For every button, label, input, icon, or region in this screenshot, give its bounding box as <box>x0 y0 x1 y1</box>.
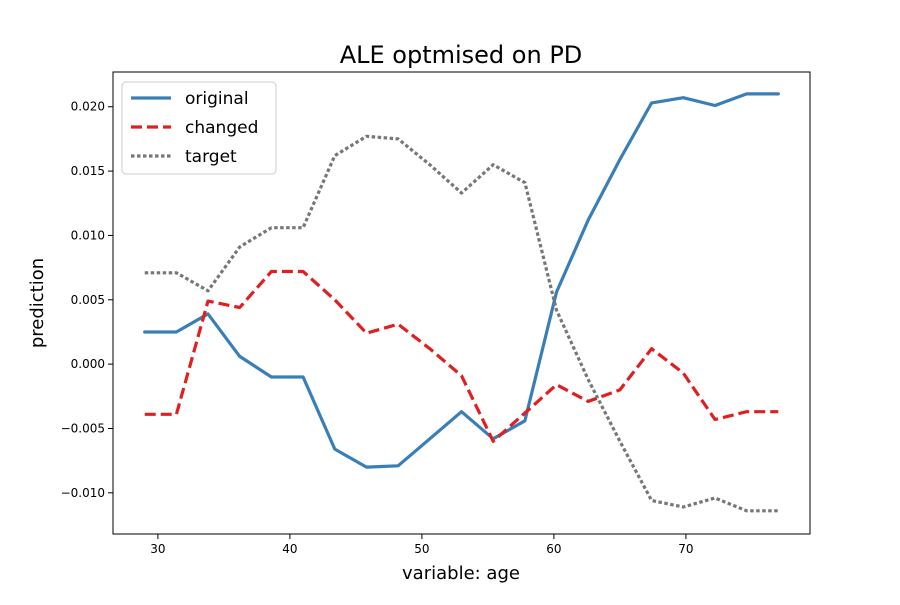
series-line-changed <box>144 269 779 443</box>
x-tick-label: 30 <box>150 542 165 556</box>
y-tick-label: 0.000 <box>71 357 105 371</box>
x-tick-label: 60 <box>546 542 561 556</box>
series-line-target <box>144 134 779 513</box>
series-line-original <box>143 92 780 469</box>
x-tick-label: 40 <box>282 542 297 556</box>
y-tick-label: 0.010 <box>71 228 105 242</box>
y-axis: −0.010 −0.005 0.000 0.005 0.010 0.015 0.020 <box>61 100 113 500</box>
x-tick-label: 70 <box>678 542 693 556</box>
y-tick-label: 0.020 <box>71 100 105 114</box>
legend-label-original: original <box>185 89 249 109</box>
series-layer <box>143 92 780 513</box>
y-tick-label: 0.015 <box>71 164 105 178</box>
legend: original changed target <box>121 81 277 175</box>
x-axis: 30 40 50 60 70 <box>150 534 694 556</box>
legend-box <box>121 81 277 175</box>
y-tick-label: 0.005 <box>71 293 105 307</box>
y-tick-label: −0.010 <box>61 486 105 500</box>
legend-label-changed: changed <box>185 118 258 138</box>
plot-frame <box>112 71 811 535</box>
y-axis-label: prediction <box>27 258 48 348</box>
y-tick-label: −0.005 <box>61 421 105 435</box>
x-axis-label: variable: age <box>402 563 520 584</box>
x-tick-label: 50 <box>414 542 429 556</box>
chart-title: ALE optmised on PD <box>340 41 583 69</box>
legend-label-target: target <box>185 147 237 167</box>
